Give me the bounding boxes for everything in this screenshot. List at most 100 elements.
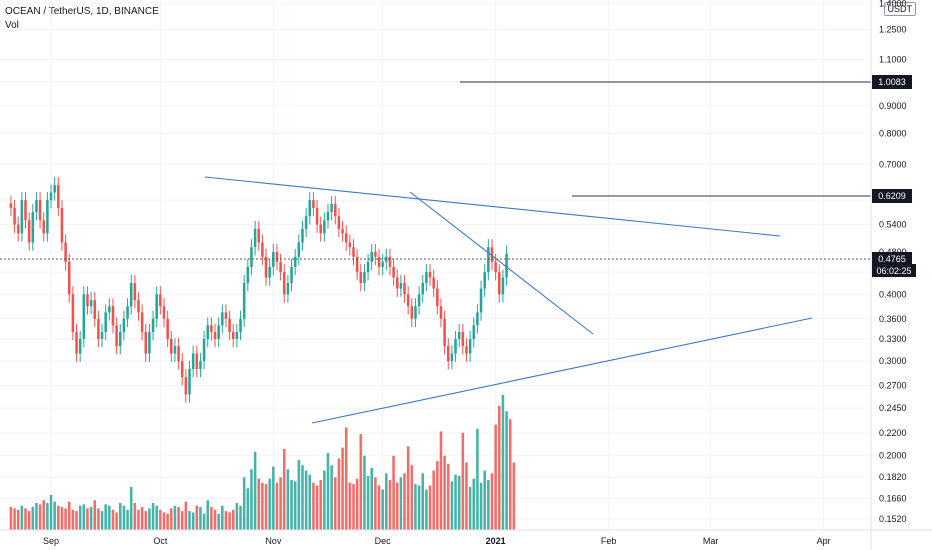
drawings[interactable] [0, 81, 871, 424]
volume-bar [111, 509, 115, 530]
volume-bar [446, 463, 450, 530]
candle-body [184, 377, 188, 395]
candle-body [428, 272, 432, 278]
volume-bar [250, 469, 253, 530]
volume-bar [461, 432, 465, 530]
volume-bar [71, 509, 75, 530]
volume-bar [9, 507, 13, 530]
candle-body [71, 294, 75, 333]
volume-bar [301, 465, 304, 530]
candle-body [501, 277, 505, 295]
candle-body [483, 272, 486, 289]
volume-bar [159, 509, 162, 530]
candle-body [57, 185, 60, 208]
candle-body [312, 200, 315, 208]
candle-body [403, 282, 406, 295]
candle-body [341, 228, 344, 234]
candle-body [162, 306, 166, 319]
candle-body [104, 312, 107, 333]
countdown-label: 06:02:25 [876, 266, 911, 276]
candle-body [282, 272, 286, 295]
candle-body [261, 242, 264, 257]
candle-body [286, 282, 290, 295]
candle-body [213, 332, 217, 339]
volume-bar [180, 511, 184, 530]
candle-body [308, 200, 312, 217]
volume-bar [344, 427, 348, 530]
volume-bar [443, 455, 446, 530]
candle-body [457, 332, 461, 339]
volume-bar [184, 501, 188, 530]
candle-body [221, 312, 224, 326]
y-tick-label: 0.1820 [879, 472, 907, 482]
volume-bar [304, 470, 308, 530]
candle-body [264, 256, 268, 278]
volume-bar [337, 458, 341, 530]
volume-bar [490, 473, 494, 530]
candle-body [173, 346, 177, 354]
volume-bar [312, 482, 315, 530]
candle-body [392, 266, 395, 278]
support-trendline[interactable] [311, 317, 813, 424]
volume-bar [279, 477, 282, 530]
candle-body [468, 338, 472, 354]
candle-body [53, 185, 56, 193]
volume-bar [388, 480, 392, 530]
volume-bar [202, 513, 206, 530]
currency-badge[interactable]: USDT [883, 2, 916, 16]
candle-body [421, 282, 425, 295]
candle-body [177, 346, 180, 362]
volume-bar [501, 395, 505, 530]
candle-body [450, 353, 454, 362]
resistance-trendline[interactable] [204, 176, 781, 237]
candle-body [454, 338, 457, 354]
chart-legend: OCEAN / TetherUS, 1D, BINANCE Vol [5, 5, 159, 33]
x-tick-label: Dec [375, 536, 392, 546]
volume-bar [483, 470, 486, 530]
volume-bar [436, 461, 439, 530]
y-tick-label: 0.2000 [879, 450, 907, 460]
volume-bar [385, 473, 388, 530]
volume-bar [140, 507, 144, 530]
volume-bar [108, 505, 111, 530]
candle-body [446, 346, 450, 362]
volume-bar [239, 505, 242, 530]
candle-body [388, 256, 392, 267]
volume-bar [49, 494, 53, 530]
candle-body [27, 220, 31, 243]
candle-body [78, 338, 82, 354]
time-axis[interactable]: Sep Oct Nov Dec 2021 Feb Mar Apr [0, 529, 932, 546]
volume-bar [60, 507, 64, 530]
volume-bar [38, 504, 42, 530]
candle-body [31, 212, 35, 243]
candle-body [13, 207, 16, 225]
volume-bar [195, 505, 199, 530]
y-tick-label: 0.3000 [879, 356, 907, 366]
candle-body [399, 282, 403, 289]
candle-body [140, 312, 144, 333]
grid-lines [0, 0, 871, 530]
volume-bar [162, 512, 166, 530]
x-tick-label: Mar [703, 536, 719, 546]
y-tick-label: 0.2200 [879, 428, 907, 438]
descending-trendline[interactable] [409, 191, 594, 335]
candle-body [363, 272, 366, 283]
volume-bar [308, 474, 312, 530]
volume-bar [286, 469, 290, 530]
volume-bar [472, 478, 476, 530]
volume-bar [104, 504, 107, 530]
x-tick-label: Sep [43, 536, 59, 546]
price-labels: 1.0083 0.6209 0.4765 06:02:25 [872, 75, 916, 277]
candle-body [16, 224, 20, 234]
volume-bar [257, 478, 261, 530]
candle-body [334, 204, 337, 217]
candle-body [20, 200, 24, 234]
volume-bar [450, 481, 454, 530]
volume-bar [177, 507, 180, 530]
y-tick-label: 1.4000 [879, 0, 907, 8]
candle-body [326, 212, 330, 221]
candle-body [82, 294, 86, 339]
volume-bar [155, 505, 158, 530]
candle-body [406, 294, 410, 307]
